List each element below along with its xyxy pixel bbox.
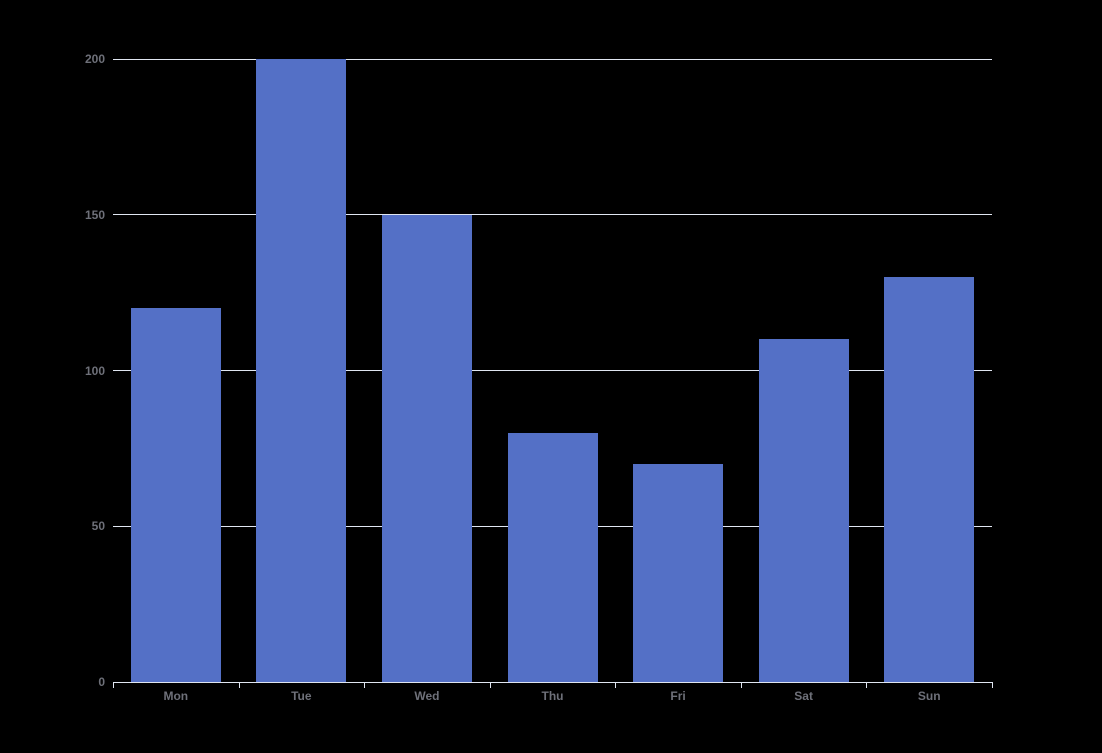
y-gridline <box>113 58 992 60</box>
y-tick-label: 100 <box>84 363 105 378</box>
x-tick-label: Fri <box>670 689 686 703</box>
x-axis-line <box>113 682 993 683</box>
axis-tick <box>740 683 742 688</box>
y-gridline <box>113 214 992 216</box>
x-tick-label: Tue <box>291 689 312 703</box>
axis-tick <box>364 683 366 688</box>
bar <box>633 463 724 682</box>
x-tick-label: Sun <box>917 689 941 703</box>
x-tick-label: Mon <box>163 689 189 703</box>
y-tick-label: 150 <box>84 207 105 222</box>
bar <box>507 432 598 682</box>
axis-tick <box>113 683 114 688</box>
x-tick-label: Sat <box>794 689 813 703</box>
axis-tick <box>992 683 993 688</box>
bar <box>381 214 472 682</box>
y-tick-label: 50 <box>91 519 105 534</box>
bar <box>758 339 849 682</box>
x-tick-label: Wed <box>414 689 440 703</box>
axis-tick <box>238 683 240 688</box>
y-gridline <box>113 370 992 371</box>
bar <box>884 277 975 682</box>
axis-tick <box>615 683 617 688</box>
bar <box>130 308 221 682</box>
bar <box>256 59 347 682</box>
axis-tick <box>866 683 868 688</box>
y-tick-label: 200 <box>84 52 105 66</box>
axis-tick <box>489 683 491 688</box>
y-tick-label: 0 <box>98 675 105 689</box>
x-tick-label: Thu <box>541 689 564 703</box>
